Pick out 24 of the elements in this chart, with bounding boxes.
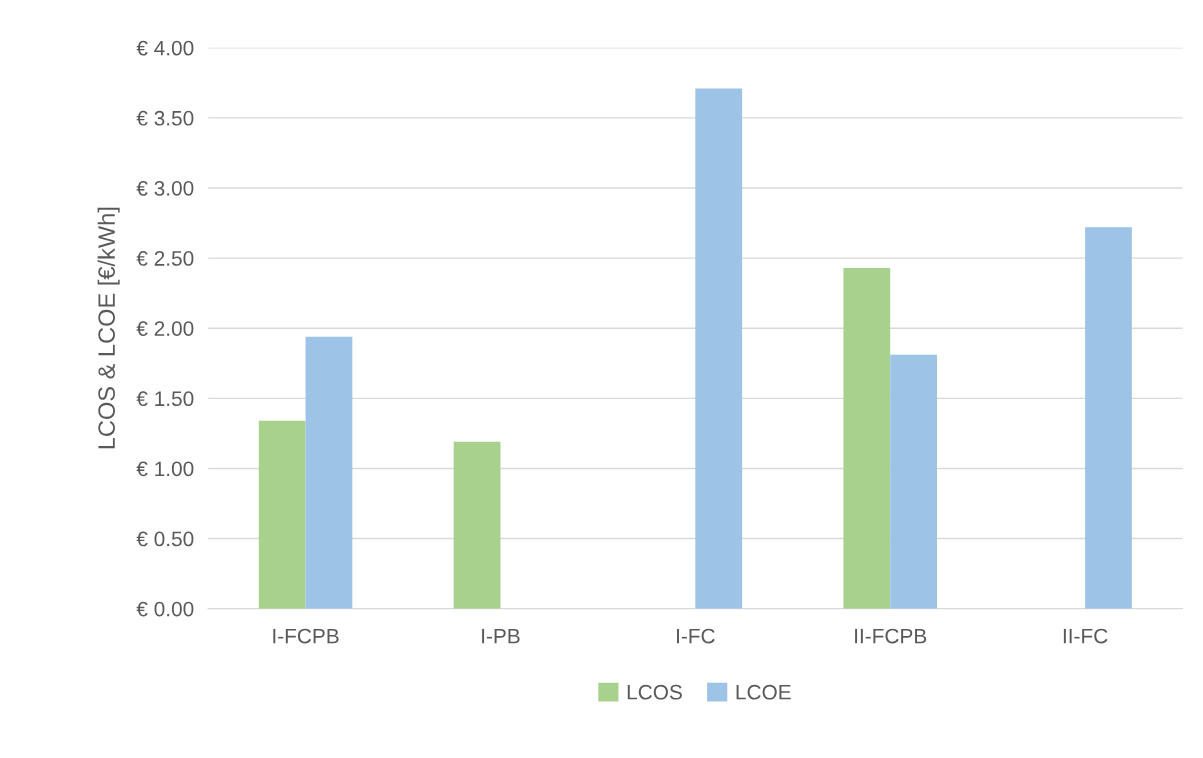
y-tick-label: € 1.00 (136, 461, 194, 477)
y-tick-label: € 2.50 (136, 251, 194, 266)
y-tick-label: € 1.50 (136, 391, 194, 407)
bar (695, 88, 743, 609)
y-tick-label: € 2.00 (136, 321, 194, 336)
bar (453, 441, 501, 609)
y-tick-label: € 3.00 (136, 180, 194, 196)
y-tick-label: € 4.00 (136, 40, 194, 56)
x-tick-label: II-FCPB (855, 628, 927, 644)
y-tick-label: € 0.00 (136, 601, 194, 617)
y-tick-label: € 0.50 (136, 531, 194, 547)
bar (1085, 227, 1132, 609)
bar (843, 267, 891, 609)
x-tick-label: I-FC (677, 628, 715, 644)
bar (890, 354, 937, 609)
bar (305, 336, 353, 609)
x-tick-label: I-PB (482, 628, 520, 644)
y-axis-title: LCOS & LCOE [€/kWh] (97, 207, 120, 449)
y-tick-label: € 3.50 (136, 110, 194, 126)
x-tick-label: II-FC (1063, 628, 1108, 644)
legend-label: LCOS (627, 684, 682, 700)
legend-label: LCOE (736, 684, 791, 700)
x-tick-label: I-FCPB (273, 628, 339, 644)
bar (258, 420, 306, 609)
